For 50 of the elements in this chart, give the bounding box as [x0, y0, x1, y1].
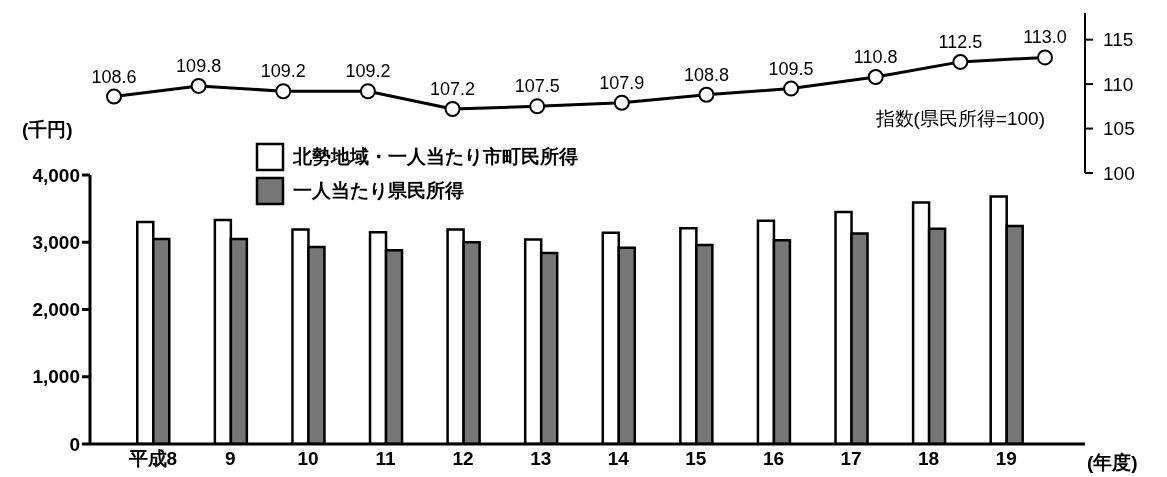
y-tick-label: 105 — [1103, 118, 1135, 140]
point — [1037, 49, 1053, 66]
text: 108.8 — [683, 64, 729, 85]
y-tick-label: 0 — [69, 433, 80, 455]
x-tick-label: 19 — [995, 448, 1017, 470]
x-tick-label: 13 — [530, 448, 552, 470]
x-axis-title: (年度) — [1087, 452, 1138, 473]
y-tick-label: 1,000 — [32, 366, 80, 388]
text: 113.0 — [1023, 27, 1067, 48]
point — [698, 86, 715, 103]
y-tick-label: 4,000 — [32, 164, 80, 186]
x-tick-label: 18 — [918, 448, 940, 470]
text: 110.8 — [853, 47, 898, 67]
point — [444, 101, 461, 117]
point — [106, 88, 122, 105]
y-axis-title: 指数(県民所得=100) — [874, 108, 1045, 129]
x-tick-label: 10 — [297, 448, 319, 470]
x-tick-label: 15 — [685, 448, 707, 470]
x-tick-label: 16 — [762, 448, 785, 470]
x-tick-label: 11 — [375, 448, 397, 470]
point — [275, 83, 292, 100]
text: 109.2 — [260, 61, 306, 82]
x-tick-label: 14 — [607, 448, 630, 470]
text: 112.5 — [938, 31, 983, 52]
y-tick-label: 115 — [1103, 29, 1134, 51]
text: 107.9 — [599, 72, 645, 93]
x-tick-label: 9 — [225, 448, 236, 470]
text: 109.8 — [176, 55, 222, 76]
point — [359, 83, 376, 100]
point — [613, 94, 630, 111]
point — [529, 98, 546, 115]
y-axis-title: (千円) — [22, 118, 73, 142]
y-tick-label: 110 — [1103, 73, 1134, 95]
x-tick-label: 12 — [452, 448, 474, 470]
legend-label: 一人当たり県民所得 — [293, 179, 464, 203]
y-tick-label: 100 — [1103, 162, 1135, 184]
text: 107.5 — [514, 76, 560, 97]
x-tick-label: 平成8 — [127, 448, 178, 470]
text: 108.6 — [91, 66, 137, 87]
point — [952, 53, 969, 70]
point — [783, 80, 800, 97]
text: 107.2 — [430, 79, 476, 99]
legend-label: 北勢地域・一人当たり市町民所得 — [293, 145, 578, 169]
text: 109.2 — [345, 61, 391, 82]
y-tick-label: 3,000 — [32, 231, 80, 253]
point — [190, 77, 207, 94]
text: 109.5 — [768, 58, 814, 79]
y-tick-label: 2,000 — [32, 299, 80, 321]
point — [867, 69, 884, 85]
x-tick-label: 17 — [840, 448, 862, 470]
